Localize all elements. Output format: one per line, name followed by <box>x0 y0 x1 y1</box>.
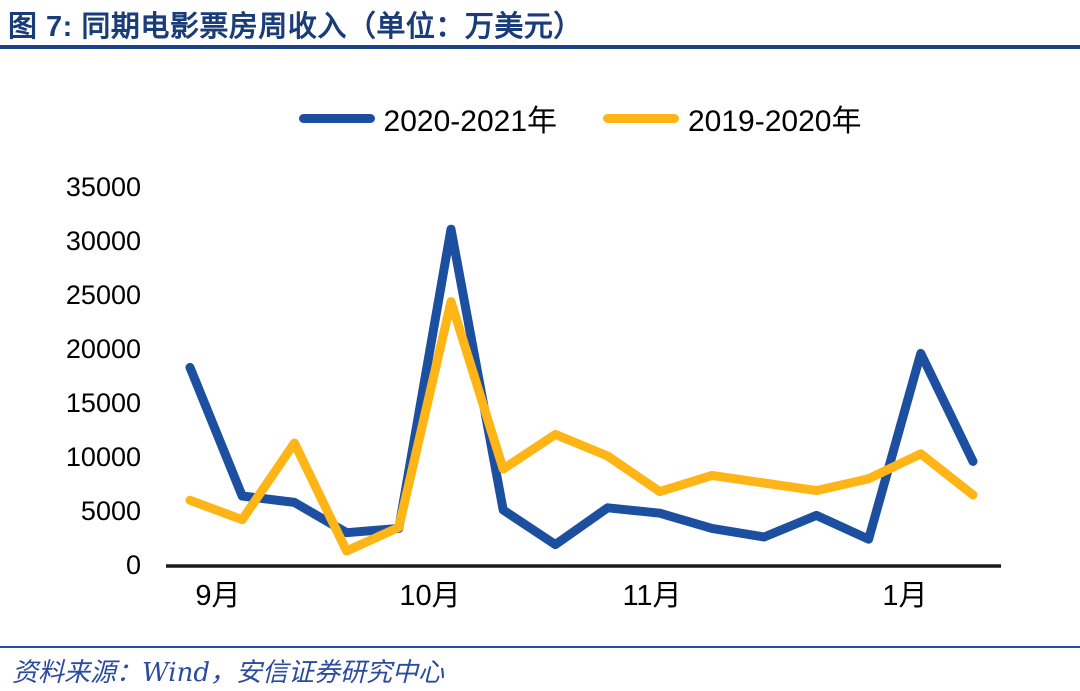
legend-label-2020-2021: 2020-2021年 <box>383 105 557 138</box>
x-axis-tick-label: 11月 <box>622 580 681 612</box>
y-axis-tick-label: 25000 <box>66 280 141 310</box>
legend-swatch-blue <box>298 113 375 123</box>
legend-swatch-yellow <box>603 113 679 123</box>
chart-legend: 2020-2021年 2019-2020年 <box>40 96 1080 140</box>
y-axis-tick-label: 15000 <box>66 388 141 418</box>
footer-rule <box>0 646 1080 648</box>
series-line-blue-2020-2021 <box>185 224 978 550</box>
y-axis-tick-label: 5000 <box>81 496 141 526</box>
y-axis-tick-label: 20000 <box>66 334 141 364</box>
series-line-yellow-2019-2020 <box>185 297 978 556</box>
x-axis-tick-label: 1月 <box>882 580 927 612</box>
line-chart: 0 5000 10000 15000 20000 25000 30000 35000 9月 10月… <box>66 172 1001 612</box>
y-axis-tick-label: 0 <box>126 550 141 580</box>
x-axis-tick-label: 9月 <box>195 580 240 612</box>
x-axis-tick-label: 10月 <box>399 580 460 612</box>
legend-item-2020-2021: 2020-2021年 <box>298 96 557 140</box>
y-axis-tick-label: 35000 <box>66 172 141 202</box>
legend-label-2019-2020: 2019-2020年 <box>688 105 862 138</box>
y-axis-tick-label: 10000 <box>66 442 141 472</box>
source-note: 资料来源：Wind，安信证券研究中心 <box>12 658 444 688</box>
figure-title: 图 7: 同期电影票房周收入（单位：万美元） <box>8 11 583 43</box>
y-axis-tick-label: 30000 <box>66 226 141 256</box>
legend-item-2019-2020: 2019-2020年 <box>603 96 861 140</box>
title-rule <box>0 45 1080 49</box>
